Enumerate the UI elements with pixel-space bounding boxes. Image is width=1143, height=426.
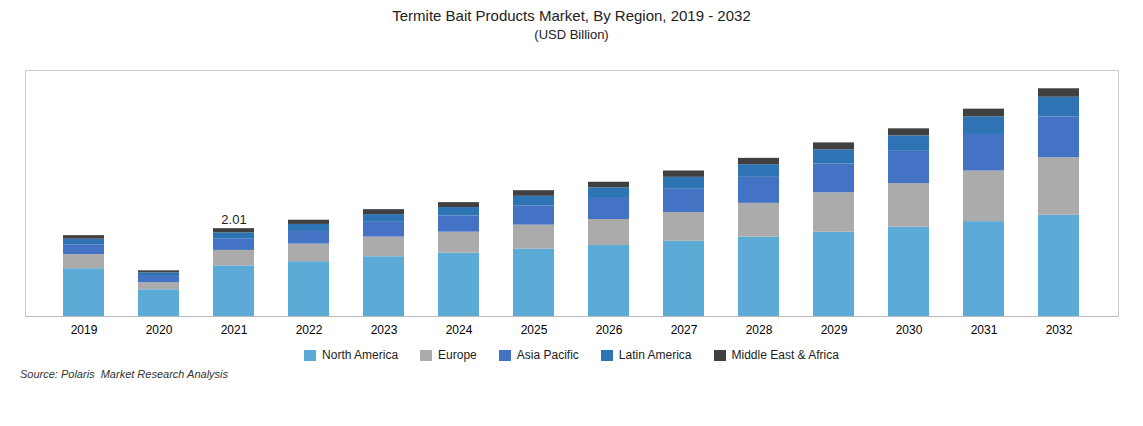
svg-text:2019: 2019 xyxy=(71,323,98,337)
html-text:Europe: Europe xyxy=(438,348,477,362)
svg-text:2022: 2022 xyxy=(296,323,323,337)
svg-text:2031: 2031 xyxy=(971,323,998,337)
svg-text:2027: 2027 xyxy=(671,323,698,337)
svg-text:2023: 2023 xyxy=(371,323,398,337)
html-text:Middle East & Africa: Middle East & Africa xyxy=(731,348,839,362)
svg-text:2020: 2020 xyxy=(146,323,173,337)
html-text:North America: North America xyxy=(322,348,399,362)
svg-text:2030: 2030 xyxy=(896,323,923,337)
html-text:Latin America: Latin America xyxy=(618,348,692,362)
html-text:Termite Bait Products Market,: Termite Bait Products Market, By Region,… xyxy=(392,7,751,24)
svg-text:2026: 2026 xyxy=(596,323,623,337)
html-text:(USD Billion): (USD Billion) xyxy=(534,27,609,42)
svg-text:2029: 2029 xyxy=(821,323,848,337)
html-text:Asia Pacific: Asia Pacific xyxy=(516,348,579,362)
svg-text:2032: 2032 xyxy=(1046,323,1073,337)
svg-text:2028: 2028 xyxy=(746,323,773,337)
svg-text:2.01: 2.01 xyxy=(221,212,246,227)
svg-text:2025: 2025 xyxy=(521,323,548,337)
svg-text:2021: 2021 xyxy=(221,323,248,337)
html-text:Source: Polaris Market Researc: Source: Polaris Market Research Analysis xyxy=(20,368,229,380)
svg-text:2024: 2024 xyxy=(446,323,473,337)
